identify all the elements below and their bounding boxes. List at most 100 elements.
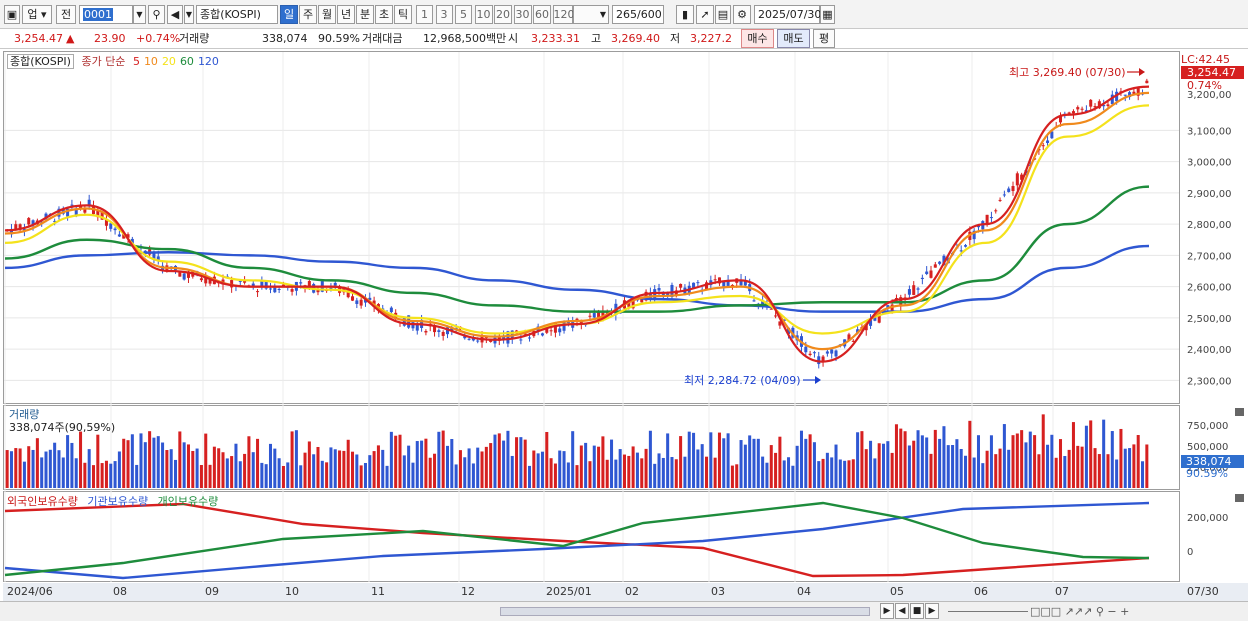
volume-bar <box>791 465 795 488</box>
rewind-icon[interactable]: ◀ <box>895 603 909 619</box>
period-tab[interactable]: 초 <box>375 5 393 24</box>
gear-icon[interactable]: ⚙ <box>733 5 751 24</box>
calendar-icon[interactable]: ▦ <box>820 5 835 24</box>
interval-button[interactable]: 5 <box>455 5 472 24</box>
volume-bar <box>221 452 225 488</box>
ma-line-10 <box>4 91 1150 351</box>
legend-symbol-name[interactable]: 종합(KOSPI) <box>7 54 74 69</box>
period-tab[interactable]: 주 <box>299 5 317 24</box>
candle-body <box>79 205 83 210</box>
date-field[interactable]: 2025/07/30 <box>754 5 821 24</box>
candle-icon[interactable]: ▮ <box>676 5 694 24</box>
volume-bar <box>27 446 31 488</box>
period-tab[interactable]: 년 <box>337 5 355 24</box>
candle-body <box>692 282 696 289</box>
volume-bar <box>497 433 501 488</box>
candle-body <box>657 287 661 291</box>
volume-bar <box>640 458 644 488</box>
sell-button[interactable]: 매도 <box>777 29 810 48</box>
code-input[interactable]: 0001 <box>79 5 133 24</box>
volume-close-icon[interactable] <box>1235 408 1244 416</box>
volume-bar <box>804 438 808 488</box>
high-annotation: 최고 3,269.40 (07/30) <box>1009 66 1126 79</box>
interval-button[interactable]: 20 <box>494 5 512 24</box>
candle-body <box>182 273 186 280</box>
current-price-tag-text: 3,254.47 <box>1187 66 1236 79</box>
interval-button[interactable]: 1 <box>416 5 433 24</box>
candle-body <box>964 245 968 247</box>
volume-bar <box>1076 445 1080 488</box>
interval-button[interactable]: 60 <box>533 5 551 24</box>
interval-button[interactable]: 10 <box>474 5 493 24</box>
holdings-close-icon[interactable] <box>1235 494 1244 502</box>
volume-bar <box>424 438 428 488</box>
scroll-thumb[interactable] <box>500 607 870 616</box>
interval-button[interactable]: 120 <box>552 5 575 24</box>
volume-bar <box>381 449 385 488</box>
candle-body <box>994 210 998 212</box>
volume-bar <box>502 440 506 488</box>
change-arrow: ▲ <box>66 32 75 45</box>
candle-body <box>1097 101 1101 109</box>
volume-bar <box>782 460 786 488</box>
eval-button[interactable]: 평 <box>813 29 835 48</box>
volume-bar <box>57 450 61 488</box>
candle-body <box>389 307 393 313</box>
price-tick-label: 2,300,00 <box>1187 376 1232 387</box>
candle-body <box>22 229 26 231</box>
period-tab[interactable]: 틱 <box>394 5 412 24</box>
play-icon[interactable]: ▶ <box>880 603 894 619</box>
period-tab[interactable]: 월 <box>318 5 336 24</box>
volume-bar <box>925 437 929 488</box>
candle-body <box>333 282 337 286</box>
count-field[interactable]: 265/600 <box>612 5 664 24</box>
volume-bar <box>1080 446 1084 488</box>
volume-bar <box>5 450 9 488</box>
candle-body <box>808 353 812 356</box>
period-tab[interactable]: 분 <box>356 5 374 24</box>
volume-legend: 거래량 <box>9 406 39 422</box>
volume-value-legend: 338,074주(90,59%) <box>9 421 116 434</box>
volume-bar <box>929 453 933 488</box>
price-tick-label: 2,500,00 <box>1187 314 1232 325</box>
forward-icon[interactable]: ▶ <box>925 603 939 619</box>
candle-body <box>972 230 976 240</box>
period-tab[interactable]: 일 <box>280 5 298 24</box>
code-dropdown[interactable]: ▼ <box>133 5 146 24</box>
volume-bar <box>394 435 398 488</box>
candle-body <box>1076 107 1080 110</box>
candle-body <box>821 356 825 362</box>
candle-body <box>368 297 372 300</box>
layout-icon[interactable]: ▣ <box>4 5 20 24</box>
candle-body <box>558 328 562 333</box>
search-icon[interactable]: ⚲ <box>148 5 165 24</box>
stop-icon[interactable]: ■ <box>910 603 924 619</box>
volume-bar <box>1145 444 1149 488</box>
prev-button[interactable]: 전 <box>56 5 76 24</box>
save-icon[interactable]: ▤ <box>715 5 731 24</box>
speaker-dropdown[interactable]: ▼ <box>184 5 194 24</box>
amount-value: 12,968,500백만 <box>423 32 507 45</box>
draw-tool-icon[interactable]: ➚ <box>696 5 714 24</box>
zoom-slider[interactable] <box>948 611 1028 612</box>
price-legend: 종합(KOSPI) 종가 단순 5 10 20 60 120 <box>7 53 219 69</box>
volume-bar <box>566 462 570 488</box>
candle-body <box>143 250 147 253</box>
market-select[interactable]: 업 ▾ <box>22 5 52 24</box>
interval-button[interactable]: 30 <box>513 5 532 24</box>
candle-body <box>9 228 13 235</box>
volume-bar <box>903 431 907 488</box>
current-price: 3,254.47 <box>14 32 63 45</box>
interval-custom-select[interactable]: ▼ <box>573 5 609 24</box>
volume-bar <box>597 446 601 488</box>
interval-button[interactable]: 3 <box>435 5 453 24</box>
buy-button[interactable]: 매수 <box>741 29 774 48</box>
bottom-scrollbar[interactable]: ▶ ◀ ■ ▶ □□□ ↗↗↗ ⚲ − + <box>0 601 1248 621</box>
candle-body <box>774 315 778 317</box>
speaker-icon[interactable]: ◀ <box>167 5 183 24</box>
volume-bar <box>18 448 22 488</box>
candle-body <box>126 234 130 238</box>
chart-area[interactable]: 3,100,00 3,000,00 2,900,00 2,800,00 2,700,00… <box>3 51 1248 601</box>
volume-bar <box>1128 448 1132 488</box>
tool-icons[interactable]: □□□ ↗↗↗ ⚲ − + <box>1030 605 1130 618</box>
